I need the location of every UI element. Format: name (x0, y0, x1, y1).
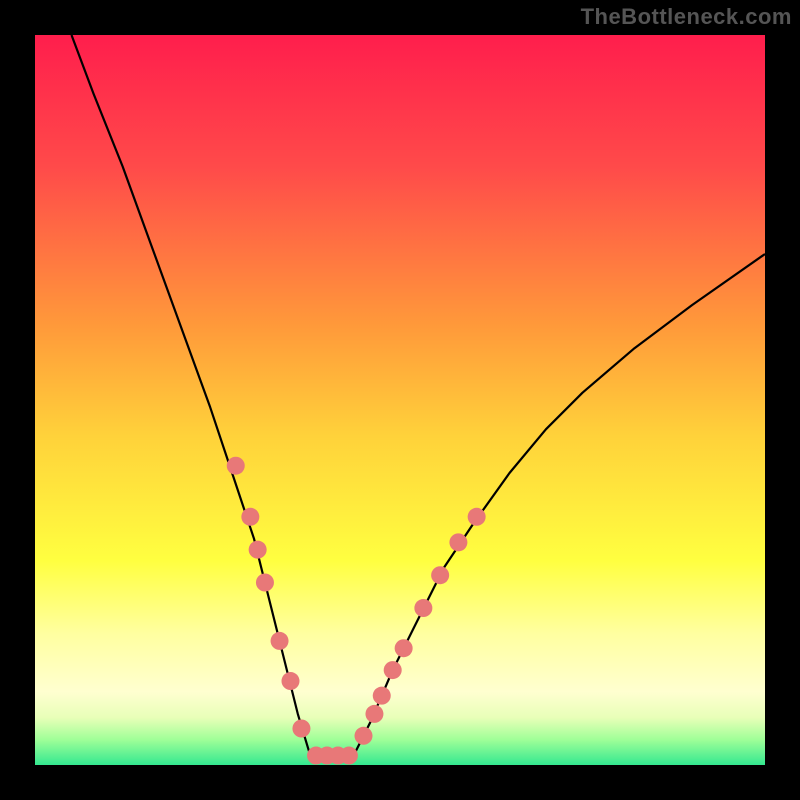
watermark-text: TheBottleneck.com (581, 4, 792, 30)
chart-svg (35, 35, 765, 765)
data-marker (414, 599, 432, 617)
data-marker (256, 574, 274, 592)
data-marker (292, 720, 310, 738)
data-marker (282, 672, 300, 690)
data-marker (373, 687, 391, 705)
data-marker (365, 705, 383, 723)
data-marker (241, 508, 259, 526)
data-marker (340, 747, 358, 765)
data-marker (249, 541, 267, 559)
data-marker (449, 533, 467, 551)
data-marker (227, 457, 245, 475)
chart-container: TheBottleneck.com (0, 0, 800, 800)
data-marker (355, 727, 373, 745)
data-marker (468, 508, 486, 526)
bottleneck-curve (72, 35, 766, 759)
data-marker (431, 566, 449, 584)
plot-area (35, 35, 765, 765)
data-marker (271, 632, 289, 650)
data-marker (395, 639, 413, 657)
data-marker (384, 661, 402, 679)
